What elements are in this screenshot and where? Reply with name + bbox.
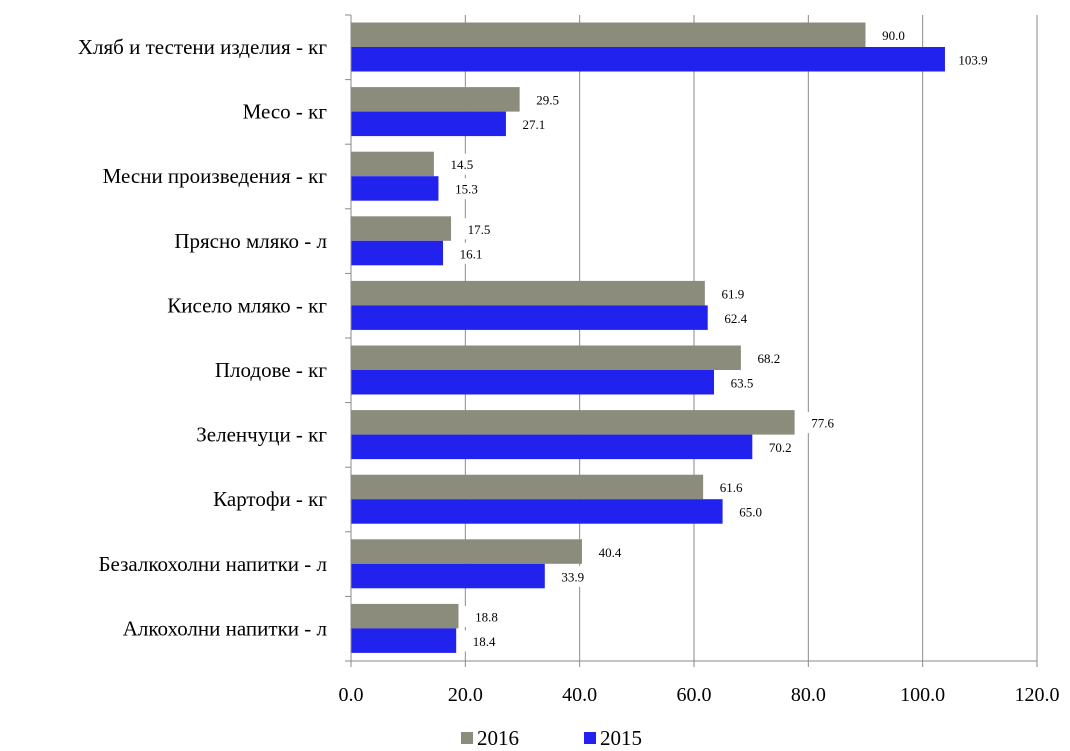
category-label: Алкохолни напитки - л — [123, 616, 327, 640]
legend-swatch-2015 — [584, 732, 596, 744]
category-label: Месни произведения - кг — [103, 164, 328, 188]
data-label-bg — [439, 153, 484, 175]
data-label: 27.1 — [523, 117, 546, 132]
data-label-bg — [449, 242, 494, 264]
data-label: 14.5 — [451, 157, 474, 172]
category-label: Хляб и тестени изделия - кг — [78, 35, 328, 59]
bar-2015 — [351, 305, 708, 330]
data-label: 63.5 — [731, 376, 754, 391]
data-label: 17.5 — [468, 222, 491, 237]
data-label: 18.8 — [475, 609, 498, 624]
data-label: 77.6 — [811, 416, 834, 431]
bar-2015 — [351, 370, 715, 395]
bar-2016 — [351, 22, 866, 47]
category-label: Зеленчуци - кг — [196, 423, 327, 447]
bar-2015 — [351, 176, 439, 201]
bars — [351, 22, 945, 653]
x-tick-label: 0.0 — [339, 684, 364, 706]
bar-2015 — [351, 628, 457, 653]
axes: 0.0 20.0 40.0 60.0 80.0 100.0 120.0 Хляб и тест… — [78, 14, 1060, 706]
data-label-bg — [950, 49, 995, 70]
legend-swatch-2016 — [461, 732, 473, 744]
bar-2016 — [351, 474, 704, 500]
bar-2016 — [351, 410, 795, 435]
data-label: 68.2 — [758, 351, 781, 366]
data-label: 61.9 — [721, 286, 744, 301]
data-label: 40.4 — [599, 545, 622, 560]
category-label: Прясно мляко - л — [174, 229, 327, 253]
legend-label-2016: 2016 — [477, 726, 519, 750]
data-label: 61.6 — [720, 480, 743, 495]
category-label: Месо - кг — [243, 100, 328, 124]
gridlines — [464, 15, 1038, 661]
bar-2016 — [351, 216, 452, 241]
data-label-bg — [457, 218, 502, 240]
data-label-bg — [871, 24, 916, 46]
data-label: 15.3 — [455, 182, 478, 197]
bar-2016 — [351, 87, 520, 112]
legend-label-2015: 2015 — [600, 726, 642, 750]
x-tick-label: 100.0 — [900, 684, 945, 706]
data-label-bg — [511, 113, 556, 135]
data-label: 33.9 — [561, 569, 584, 584]
x-tick-label: 80.0 — [791, 684, 826, 706]
data-label-bg — [550, 565, 595, 587]
data-label: 103.9 — [958, 53, 987, 68]
data-label-bg — [462, 630, 507, 652]
data-label-bg — [710, 282, 755, 304]
data-label: 29.5 — [536, 93, 559, 108]
data-label: 16.1 — [460, 246, 483, 261]
data-label: 70.2 — [769, 440, 792, 455]
bar-2015 — [351, 434, 753, 460]
bar-2015 — [351, 240, 444, 266]
bar-2016 — [351, 603, 459, 629]
data-label: 18.4 — [473, 634, 496, 649]
category-label: Картофи - кг — [213, 487, 327, 511]
bar-2015 — [351, 47, 945, 72]
data-labels: 90.0 103.9 29.5 27.1 14.5 15.3 17.5 16.1 61.9 62.… — [439, 24, 995, 652]
data-label-bg — [587, 541, 632, 563]
category-label: Безалкохолни напитки - л — [98, 552, 327, 576]
category-label: Кисело мляко - кг — [167, 293, 327, 317]
bar-2015 — [351, 563, 545, 589]
x-tick-label: 60.0 — [677, 684, 712, 706]
bar-2016 — [351, 151, 434, 177]
data-label: 65.0 — [739, 505, 762, 520]
data-label-bg — [713, 307, 758, 329]
bar-2015 — [351, 111, 506, 137]
category-label: Плодове - кг — [215, 358, 328, 382]
data-label-bg — [800, 412, 845, 434]
x-tick-label: 120.0 — [1015, 684, 1060, 706]
data-label: 90.0 — [882, 28, 905, 43]
data-label-bg — [525, 89, 570, 111]
bar-2015 — [351, 499, 723, 524]
bar-2016 — [351, 539, 582, 564]
data-label-bg — [444, 178, 489, 200]
bar-2016 — [351, 345, 741, 370]
x-tick-label: 40.0 — [562, 684, 597, 706]
data-label-bg — [720, 372, 765, 393]
data-label-bg — [746, 347, 791, 369]
data-label-bg — [709, 476, 754, 498]
legend: 2016 2015 — [461, 726, 642, 750]
x-tick-label: 20.0 — [448, 684, 483, 706]
data-label-bg — [728, 501, 773, 523]
data-label-bg — [758, 436, 803, 458]
bar-2016 — [351, 280, 705, 306]
data-label: 62.4 — [724, 311, 747, 326]
data-label-bg — [464, 605, 509, 627]
